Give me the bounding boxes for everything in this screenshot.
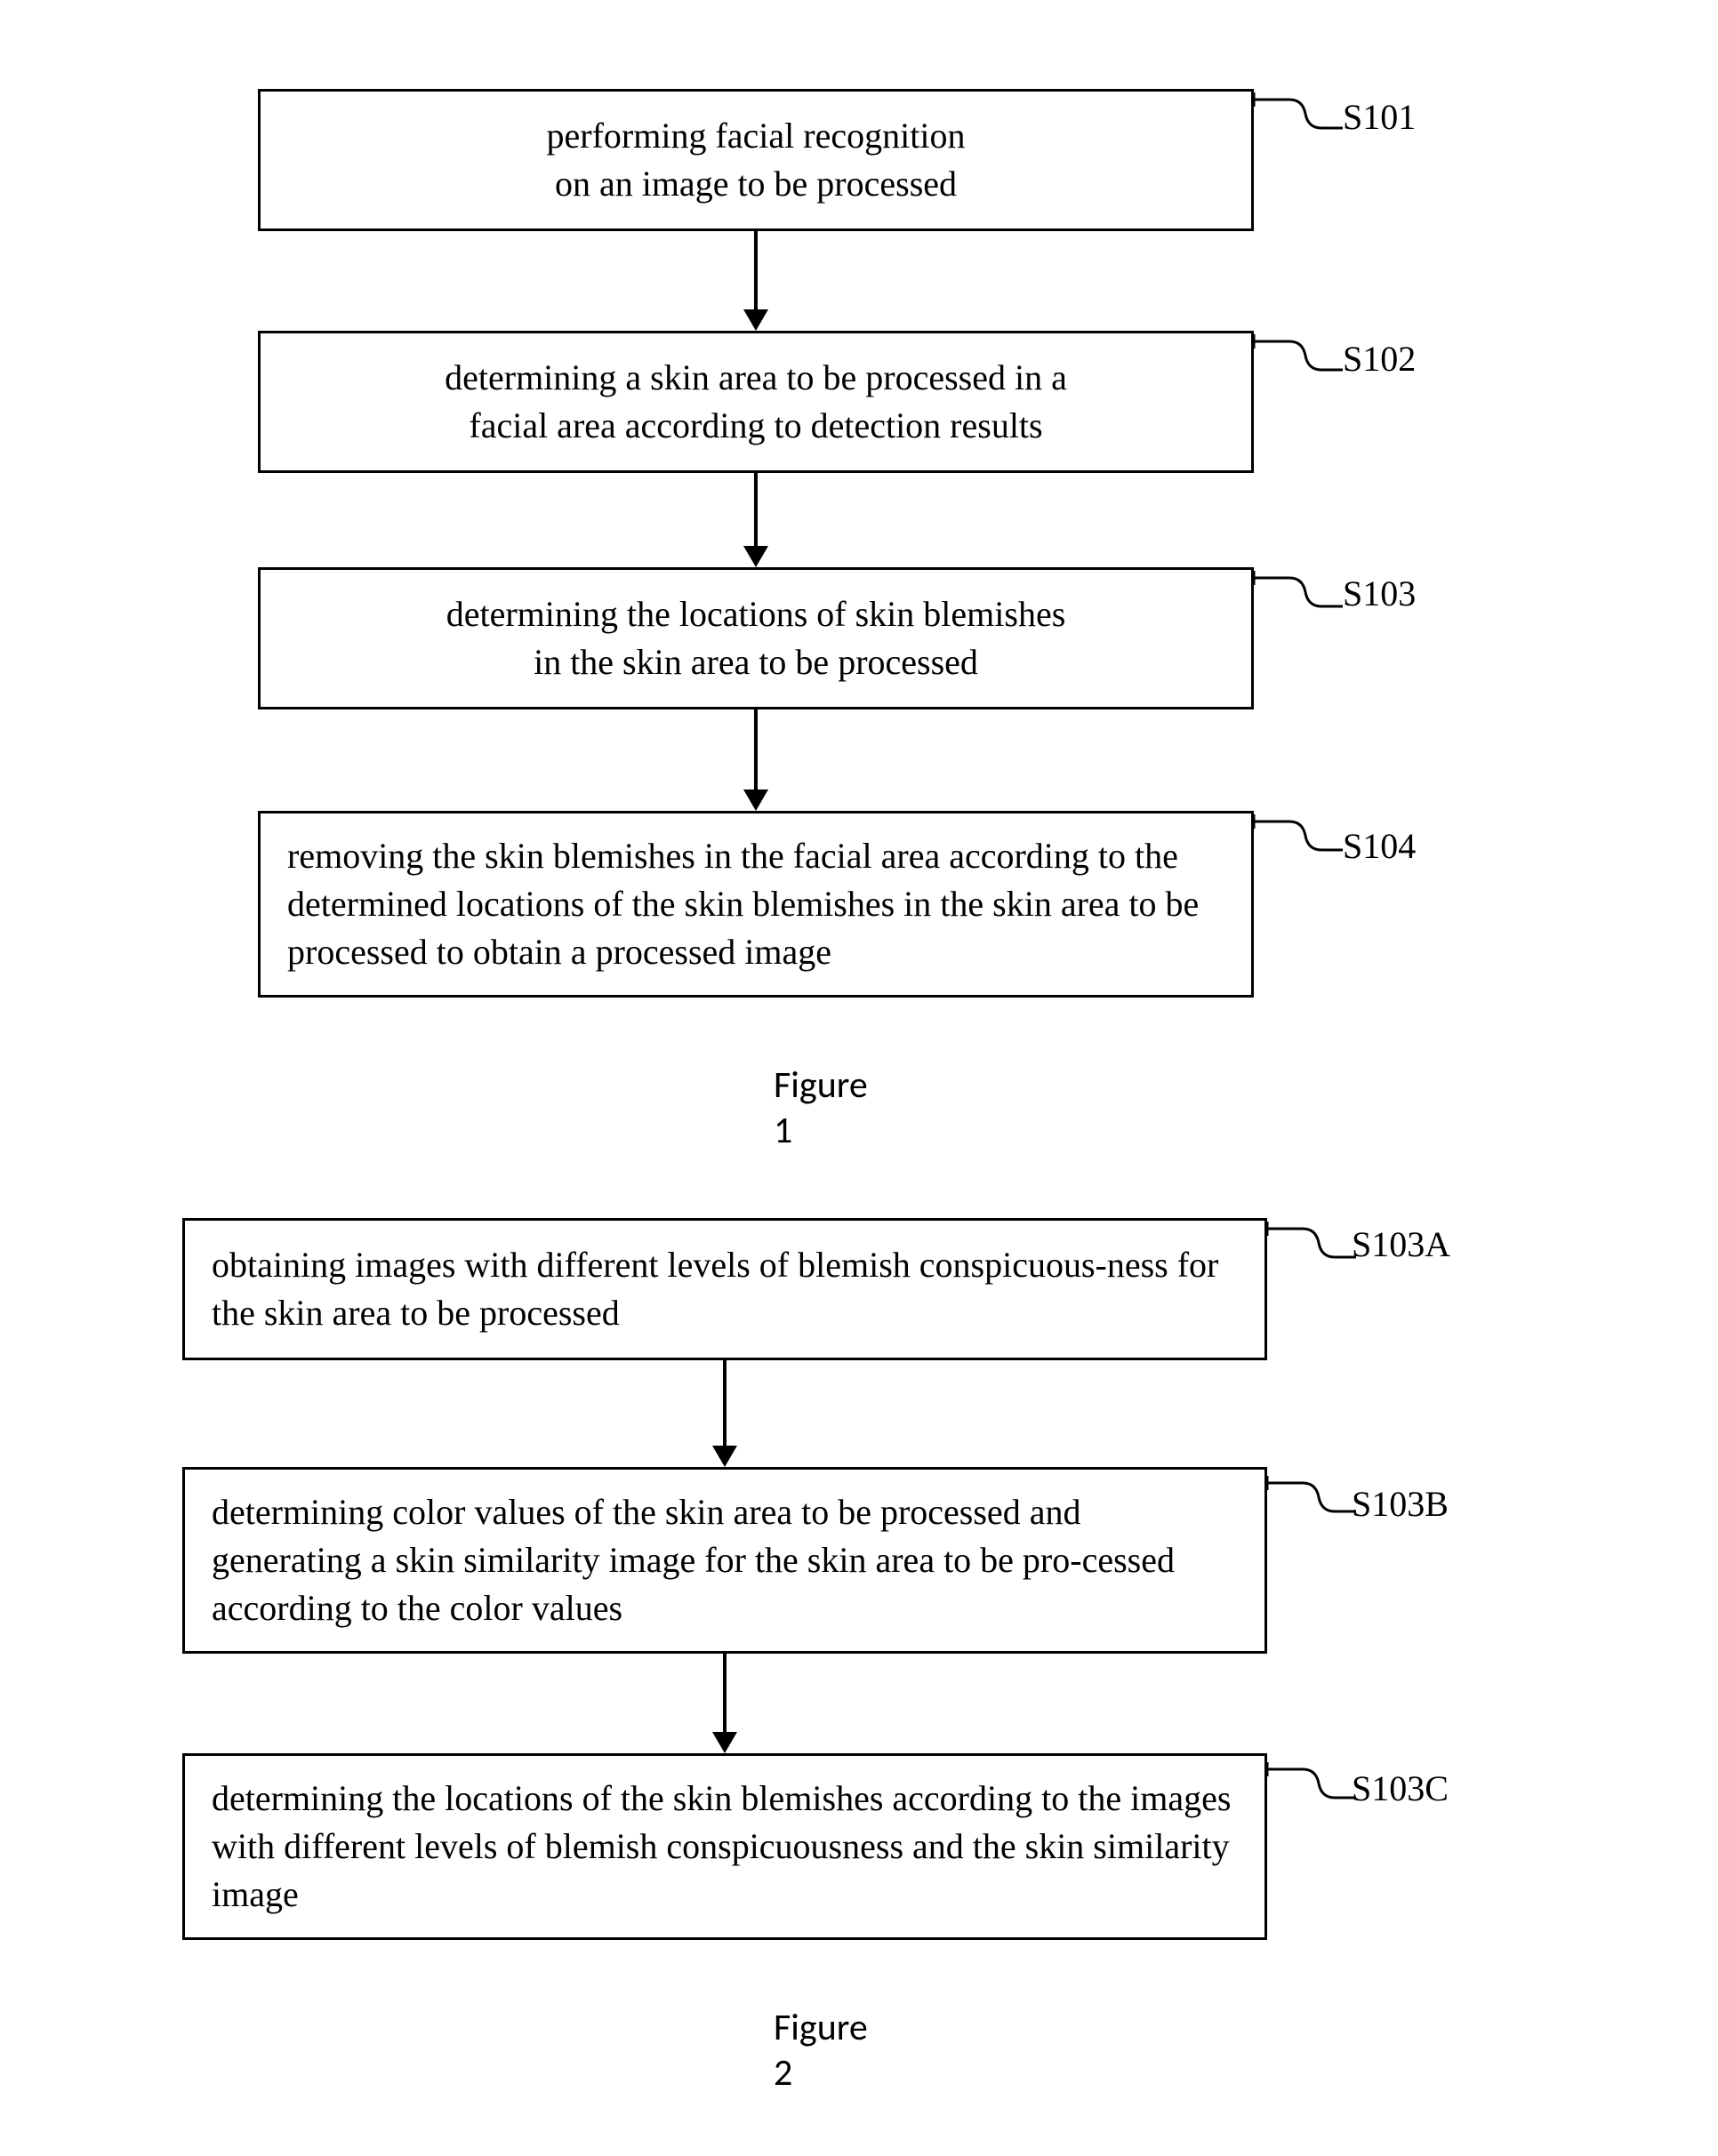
step-label-s101: S101 (1343, 96, 1416, 138)
flow-text-s103a: obtaining images with different levels o… (212, 1241, 1238, 1337)
arrow-line-3 (754, 709, 758, 789)
step-label-s103a: S103A (1352, 1223, 1450, 1265)
arrow-head-4 (712, 1446, 737, 1467)
step-label-s103b: S103B (1352, 1483, 1449, 1525)
flow-text-s102: determining a skin area to be processed … (445, 354, 1067, 450)
figure-2-caption: Figure 2 (774, 2005, 868, 2096)
flow-box-s101: performing facial recognition on an imag… (258, 89, 1254, 231)
arrow-line-5 (723, 1654, 727, 1732)
arrow-line-1 (754, 231, 758, 309)
arrow-head-3 (743, 789, 768, 811)
flow-text-s103b: determining color values of the skin are… (212, 1488, 1238, 1632)
flow-text-s103: determining the locations of skin blemis… (446, 590, 1066, 686)
flow-box-s103b: determining color values of the skin are… (182, 1467, 1267, 1654)
flow-box-s103: determining the locations of skin blemis… (258, 567, 1254, 709)
flow-box-s103a: obtaining images with different levels o… (182, 1218, 1267, 1360)
flow-box-s104: removing the skin blemishes in the facia… (258, 811, 1254, 998)
arrow-line-2 (754, 473, 758, 546)
flow-text-s103c: determining the locations of the skin bl… (212, 1775, 1238, 1919)
step-label-s102: S102 (1343, 338, 1416, 380)
flow-text-s104: removing the skin blemishes in the facia… (287, 832, 1224, 976)
flow-box-s103c: determining the locations of the skin bl… (182, 1753, 1267, 1940)
step-label-s103: S103 (1343, 573, 1416, 614)
flow-box-s102: determining a skin area to be processed … (258, 331, 1254, 473)
arrow-line-4 (723, 1360, 727, 1446)
arrow-head-5 (712, 1732, 737, 1753)
step-label-s103c: S103C (1352, 1767, 1449, 1809)
figure-1-caption: Figure 1 (774, 1062, 868, 1153)
step-label-s104: S104 (1343, 825, 1416, 867)
arrow-head-2 (743, 546, 768, 567)
flow-text-s101: performing facial recognition on an imag… (547, 112, 966, 208)
arrow-head-1 (743, 309, 768, 331)
